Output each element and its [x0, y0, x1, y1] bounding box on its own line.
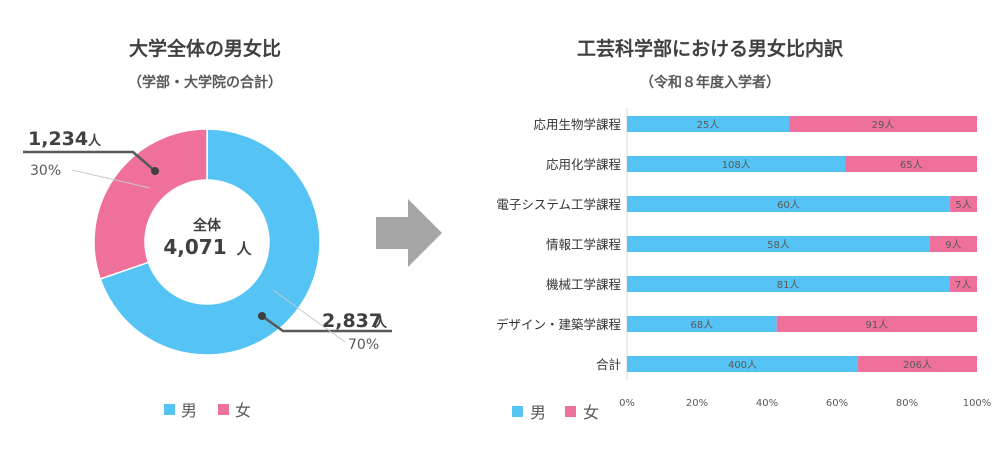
female-unit-label: 人	[88, 133, 102, 149]
male-pct-label: 70%	[348, 337, 379, 353]
bar-male	[627, 156, 846, 172]
bar-category-label: 情報工学課程	[546, 237, 622, 252]
bar-female-value-label: 5人	[955, 199, 971, 211]
legend-male-swatch	[164, 404, 175, 415]
bar-male	[627, 196, 951, 212]
female-count-label: 1,234	[28, 128, 88, 150]
bar-category-label: 電子システム工学課程	[496, 197, 621, 212]
x-tick-label: 60%	[826, 398, 848, 409]
bar-female-value-label: 9人	[945, 239, 961, 251]
x-tick-label: 0%	[619, 398, 635, 409]
bar-male	[627, 316, 777, 332]
donut-chart-title: 大学全体の男女比	[128, 38, 281, 60]
x-tick-label: 20%	[686, 398, 708, 409]
bar-legend-male-label: 男	[530, 403, 546, 422]
bar-female	[858, 356, 977, 372]
bar-female-value-label: 91人	[865, 319, 888, 331]
bar-legend-female-swatch	[565, 406, 576, 417]
donut-slices	[93, 128, 321, 356]
donut-center-unit: 人	[236, 240, 252, 258]
male-callout-dot	[258, 312, 266, 320]
legend-female-label: 女	[235, 401, 251, 420]
bar-chart-subtitle: （令和８年度入学者）	[640, 75, 780, 91]
female-callout-line	[23, 150, 156, 172]
bar-category-label: 応用生物学課程	[533, 117, 621, 132]
donut-slice-male	[99, 128, 321, 356]
bar-category-label: 機械工学課程	[546, 277, 622, 292]
male-pct-leader	[272, 289, 346, 343]
male-callout-line	[261, 314, 392, 333]
bar-female	[949, 276, 977, 292]
bar-male-value-label: 58人	[767, 239, 790, 251]
bar-category-label: デザイン・建築学課程	[496, 317, 622, 332]
bar-female	[929, 236, 977, 252]
bar-male-value-label: 108人	[722, 159, 751, 171]
x-tick-label: 100%	[963, 398, 992, 409]
x-tick-label: 80%	[896, 398, 918, 409]
bar-female-value-label: 65人	[900, 159, 923, 171]
x-axis-ticks: 0% 20% 40% 60% 80% 100%	[619, 398, 991, 409]
bar-male-value-label: 81人	[777, 279, 800, 291]
donut-center-label: 全体	[192, 217, 222, 234]
female-pct-leader	[71, 169, 151, 189]
legend-female-swatch	[218, 404, 229, 415]
donut-chart: 全体 4,071 人 1,234 人 30% 2,837 人 70% 男 女	[23, 128, 392, 420]
bar-female	[950, 196, 977, 212]
donut-center-value: 4,071	[163, 235, 226, 259]
right-arrow-icon	[376, 199, 442, 267]
donut-chart-subtitle: （学部・大学院の合計）	[128, 75, 282, 91]
bar-legend-male-swatch	[512, 406, 523, 417]
bar-female-value-label: 29人	[872, 119, 895, 131]
bar-female	[789, 116, 977, 132]
male-unit-label: 人	[374, 315, 388, 331]
bar-male	[627, 276, 950, 292]
bar-male-value-label: 60人	[777, 199, 800, 211]
female-pct-label: 30%	[30, 163, 61, 179]
bar-chart-title: 工芸科学部における男女比内訳	[576, 38, 843, 60]
bar-female	[845, 156, 977, 172]
female-callout-dot	[151, 167, 159, 175]
bar-male-value-label: 68人	[690, 319, 713, 331]
donut-slice-female	[93, 128, 208, 280]
bar-male	[627, 116, 790, 132]
x-tick-label: 40%	[756, 398, 778, 409]
bar-category-label: 応用化学課程	[546, 157, 622, 172]
bar-male-value-label: 25人	[697, 119, 720, 131]
bar-male	[627, 356, 859, 372]
bar-legend-female-label: 女	[583, 403, 599, 422]
bar-female-value-label: 206人	[903, 359, 932, 371]
legend-male-label: 男	[181, 401, 197, 420]
bar-female-value-label: 7人	[955, 279, 971, 291]
bar-category-label: 合計	[596, 357, 621, 372]
bar-male-value-label: 400人	[728, 359, 757, 371]
male-count-label: 2,837	[322, 310, 382, 332]
bar-male	[627, 236, 930, 252]
bar-female	[776, 316, 977, 332]
